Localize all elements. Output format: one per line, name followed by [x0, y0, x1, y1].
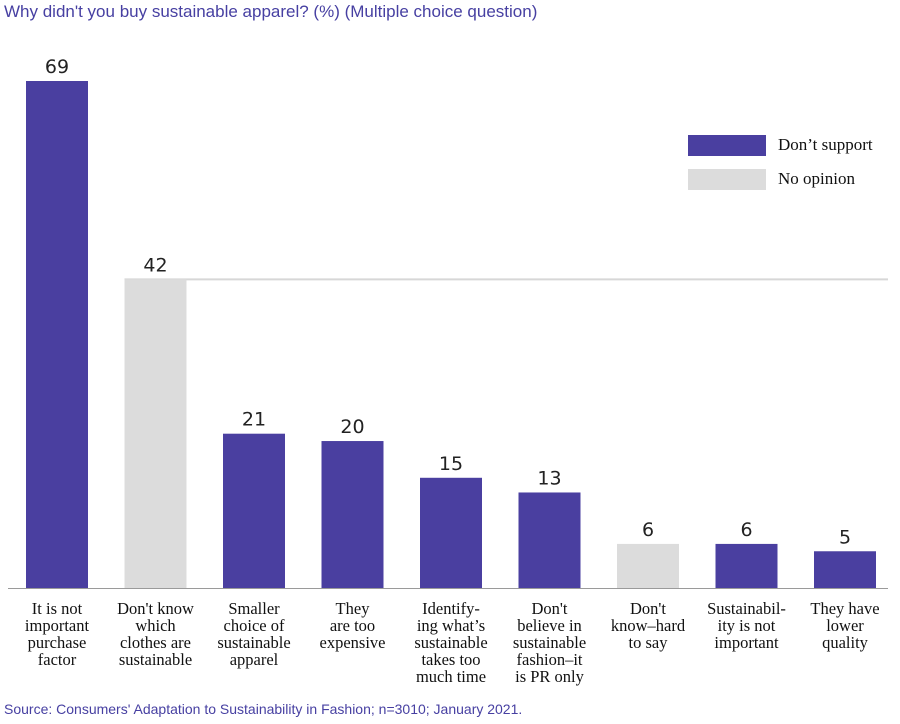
data-label-1: 69 [45, 56, 69, 78]
category-label-5: Identify-ing what’s sustainable takes too m… [414, 599, 487, 686]
category-label-9: They have lower quality [810, 599, 879, 652]
data-label-7: 6 [642, 519, 654, 541]
bar-3 [223, 433, 285, 588]
category-label-1: It is not important purchase factor [25, 599, 90, 669]
legend-swatch-2 [688, 169, 766, 190]
category-label-4: They are too expensive [320, 599, 386, 652]
category-label-3: Smaller choice of sustainable apparel [217, 599, 290, 669]
bar-6 [518, 492, 581, 588]
bar-2 [124, 279, 187, 588]
bar-5 [420, 477, 482, 588]
bar-8 [715, 543, 778, 588]
category-label-8: Sustainabil-ity is not important [707, 599, 786, 652]
legend-label-2: No opinion [778, 169, 855, 188]
data-label-8: 6 [740, 519, 752, 541]
category-label-7: Don't know–hard to say [611, 599, 686, 652]
data-label-2: 42 [143, 254, 167, 276]
data-label-6: 13 [537, 467, 561, 489]
legend-swatch-1 [688, 135, 766, 156]
bar-7 [617, 543, 679, 588]
chart-title: Why didn't you buy sustainable apparel? … [4, 2, 538, 21]
bar-9 [814, 551, 876, 588]
data-label-5: 15 [439, 453, 463, 475]
data-label-4: 20 [340, 416, 364, 438]
bar-4 [321, 441, 384, 588]
legend: Don’t support No opinion [688, 135, 873, 190]
source-note: Source: Consumers' Adaptation to Sustain… [4, 701, 523, 717]
bar-1 [26, 81, 88, 588]
data-label-3: 21 [242, 409, 266, 431]
legend-label-1: Don’t support [778, 135, 873, 154]
category-label-2: Don't know which clothes are sustainable [117, 599, 194, 669]
category-label-6: Don't believe in sustainable fashion–it is P… [513, 599, 586, 686]
data-label-9: 5 [839, 526, 851, 548]
